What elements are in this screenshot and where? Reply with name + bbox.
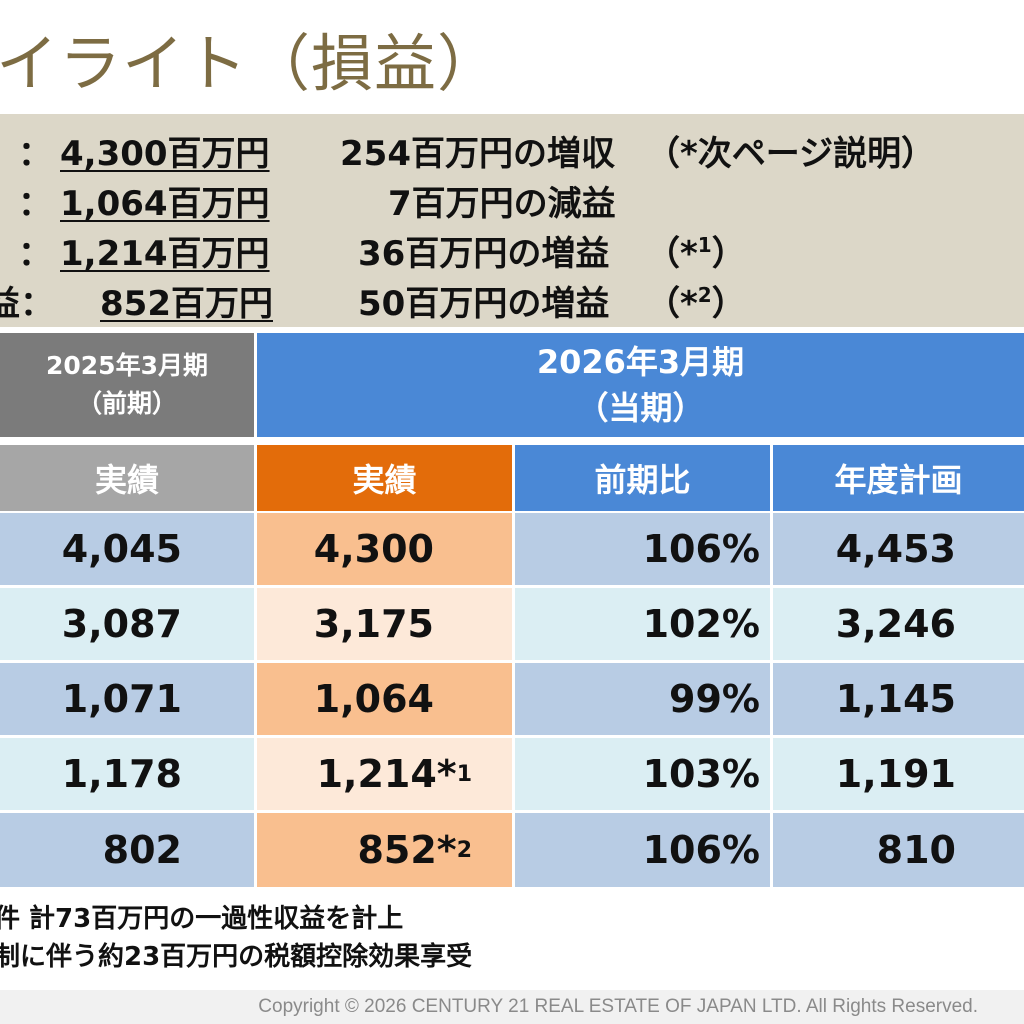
table-cell-prev: 1,071 <box>0 663 254 735</box>
summary-note-open: （* <box>646 284 698 324</box>
copyright-text: Copyright © 2026 CENTURY 21 REAL ESTATE … <box>258 996 978 1017</box>
table-cell-plan: 810 <box>773 813 1024 887</box>
cur-actual-header: 実績 <box>257 445 512 511</box>
current-period-subtitle: （当期） <box>576 389 705 427</box>
summary-value: 4,300百万円 <box>60 134 270 174</box>
summary-label: ： <box>18 184 52 224</box>
prev-period-title: 2025年3月期 <box>46 351 208 380</box>
table-cell-ratio: 99% <box>515 663 770 735</box>
summary-label: ： <box>18 234 52 274</box>
yoy-ratio-header: 前期比 <box>515 445 770 511</box>
summary-note-open: （* <box>646 234 698 274</box>
summary-note-close: ） <box>711 284 746 324</box>
summary-row: ： 4,300百万円 254百万円の増収 （*次ページ説明） <box>0 120 1024 174</box>
summary-change: 36百万円の増益 <box>358 234 610 274</box>
cur-value: 1,064 <box>313 677 434 721</box>
footnote-1: 件 計73百万円の一過性収益を計上 <box>0 904 404 934</box>
summary-change: 254百万円の増収 <box>340 134 615 174</box>
summary-note-close: ） <box>711 234 746 274</box>
table-cell-ratio: 103% <box>515 738 770 810</box>
cur-value: 1,214* <box>316 752 457 796</box>
footnote-marker: 2 <box>697 283 712 307</box>
table-cell-prev: 802 <box>0 813 254 887</box>
table-cell-prev: 4,045 <box>0 513 254 585</box>
summary-note: （*次ページ説明） <box>646 134 936 174</box>
cur-value: 4,300 <box>313 527 434 571</box>
table-cell-plan: 1,191 <box>773 738 1024 810</box>
summary-row: 益： 852百万円 50百万円の増益 （*2） <box>0 270 1024 324</box>
prev-actual-header: 実績 <box>0 445 254 511</box>
table-cell-cur: 852* 2 <box>257 813 512 887</box>
table-cell-cur: 1,064 <box>257 663 512 735</box>
annual-plan-header: 年度計画 <box>773 445 1024 511</box>
page-title: イライト（損益） <box>0 27 501 100</box>
table-cell-plan: 3,246 <box>773 588 1024 660</box>
table-cell-cur: 1,214* 1 <box>257 738 512 810</box>
summary-note: （*2） <box>646 276 746 325</box>
summary-row: ： 1,064百万円 7百万円の減益 <box>0 170 1024 224</box>
footnotes: 件 計73百万円の一過性収益を計上 制に伴う約23百万円の税額控除効果享受 <box>0 900 472 976</box>
summary-panel: ： 4,300百万円 254百万円の増収 （*次ページ説明） ： 1,064百万… <box>0 114 1024 327</box>
table-cell-ratio: 102% <box>515 588 770 660</box>
summary-change: 7百万円の減益 <box>388 184 616 224</box>
table-cell-prev: 1,178 <box>0 738 254 810</box>
footnote-2: 制に伴う約23百万円の税額控除効果享受 <box>0 942 473 972</box>
prev-period-subtitle: （前期） <box>76 389 177 418</box>
table-cell-prev: 3,087 <box>0 588 254 660</box>
table-cell-plan: 1,145 <box>773 663 1024 735</box>
summary-value: 1,214百万円 <box>60 234 270 274</box>
summary-label: 益： <box>0 284 54 324</box>
table-cell-ratio: 106% <box>515 513 770 585</box>
cur-value: 3,175 <box>313 602 434 646</box>
summary-change: 50百万円の増益 <box>358 284 610 324</box>
table-cell-cur: 3,175 <box>257 588 512 660</box>
summary-value: 1,064百万円 <box>60 184 270 224</box>
cur-value: 852* <box>357 828 457 872</box>
summary-row: ： 1,214百万円 36百万円の増益 （*1） <box>0 220 1024 274</box>
footnote-marker: 2 <box>456 837 472 863</box>
footnote-marker: 1 <box>456 761 472 787</box>
current-period-title: 2026年3月期 <box>536 343 745 381</box>
table-cell-ratio: 106% <box>515 813 770 887</box>
footnote-marker: 1 <box>697 233 712 257</box>
table-cell-plan: 4,453 <box>773 513 1024 585</box>
table-cell-cur: 4,300 <box>257 513 512 585</box>
results-table: 2025年3月期 （前期） 2026年3月期 （当期） 実績 実績 前期比 年度… <box>0 327 1024 887</box>
summary-label: ： <box>18 134 52 174</box>
summary-value: 852百万円 <box>100 284 273 324</box>
summary-note: （*1） <box>646 226 746 275</box>
current-period-header: 2026年3月期 （当期） <box>257 333 1024 437</box>
footer: Copyright © 2026 CENTURY 21 REAL ESTATE … <box>0 990 1024 1024</box>
prev-period-header: 2025年3月期 （前期） <box>0 333 254 437</box>
